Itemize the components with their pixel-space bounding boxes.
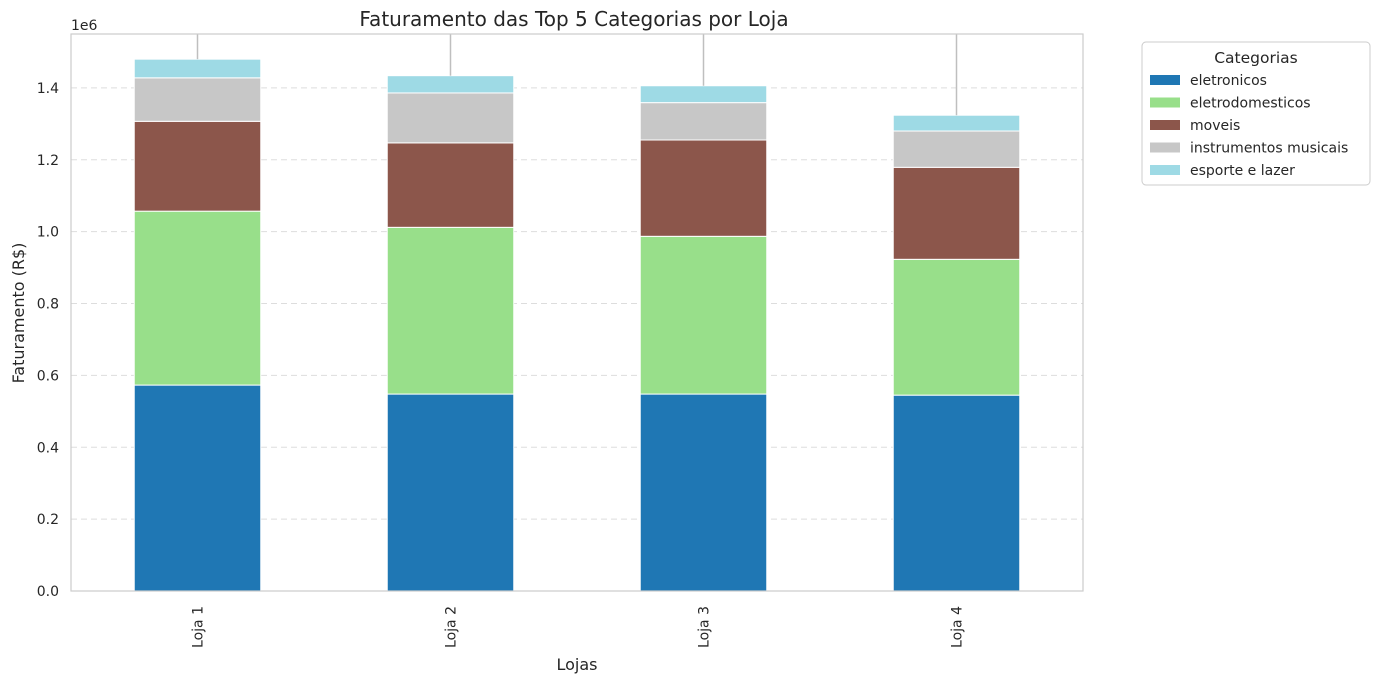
legend-swatch: [1150, 142, 1180, 153]
chart-title: Faturamento das Top 5 Categorias por Loj…: [359, 7, 788, 31]
y-tick-label: 0.2: [37, 512, 59, 528]
bar-segment-eletronicos: [133, 384, 262, 592]
legend-frame: [1141, 41, 1371, 186]
y-tick-label: 1.0: [37, 225, 59, 241]
y-tick-label: 0.4: [37, 440, 59, 456]
legend-label: esporte e lazer: [1190, 163, 1295, 179]
x-tick-label: Loja 3: [697, 606, 713, 648]
legend-label: moveis: [1190, 118, 1240, 134]
legend-swatch: [1150, 165, 1180, 175]
bar-segment-instrumentos-musicais: [639, 102, 768, 141]
bar-segment-eletrodomesticos: [892, 258, 1021, 396]
bar-segment-esporte-e-lazer: [892, 114, 1021, 132]
bar-segment-eletrodomesticos: [386, 226, 515, 395]
bar-segment-esporte-e-lazer: [639, 85, 768, 104]
x-tick-label: Loja 1: [191, 606, 207, 648]
bar-segment-eletrodomesticos: [639, 235, 768, 395]
legend-title: Categorias: [1214, 49, 1298, 67]
bars: [133, 34, 1021, 592]
bar-segment-eletrodomesticos: [133, 210, 262, 386]
legend-swatch: [1150, 75, 1180, 85]
y-tick-label: 1.4: [37, 81, 59, 97]
x-tick-label: Loja 2: [444, 606, 460, 648]
bar-segment-eletronicos: [639, 393, 768, 592]
bar-segment-esporte-e-lazer: [386, 75, 515, 94]
y-tick-label: 0.0: [37, 584, 59, 600]
legend-items: eletronicos eletrodomesticos moveis instrum…: [1150, 73, 1348, 179]
y-tick-label: 0.6: [37, 368, 59, 384]
legend-label: instrumentos musicais: [1190, 141, 1348, 157]
plot-frame: [70, 33, 1084, 592]
bar-segment-instrumentos-musicais: [133, 77, 262, 122]
x-axis-label: Lojas: [556, 655, 597, 674]
bar-segment-instrumentos-musicais: [386, 92, 515, 144]
bar-segment-eletronicos: [892, 394, 1021, 592]
y-tick-label: 1.2: [37, 153, 59, 169]
bar-segment-moveis: [639, 139, 768, 237]
y-axis-label: Faturamento (R$): [9, 243, 28, 384]
y-scale-label: 1e6: [71, 18, 98, 34]
axes: 0.0 0.2 0.4 0.6 0.8 1.0 1.2 1.4 Loja 1 Loja 2 Loja…: [37, 33, 1084, 648]
bar-segment-eletronicos: [386, 393, 515, 592]
y-tick-label: 0.8: [37, 297, 59, 313]
legend-swatch: [1150, 97, 1180, 108]
bar-segment-moveis: [133, 120, 262, 212]
bar-segment-instrumentos-musicais: [892, 130, 1021, 168]
legend-label: eletronicos: [1190, 73, 1267, 89]
legend-swatch: [1150, 120, 1180, 130]
bar-segment-esporte-e-lazer: [133, 58, 262, 79]
x-tick-label: Loja 4: [950, 606, 966, 648]
legend: Categorias eletronicos eletrodomesticos mo…: [1141, 41, 1371, 186]
bar-segment-moveis: [386, 142, 515, 228]
legend-label: eletrodomesticos: [1190, 96, 1311, 112]
bar-segment-moveis: [892, 166, 1021, 260]
